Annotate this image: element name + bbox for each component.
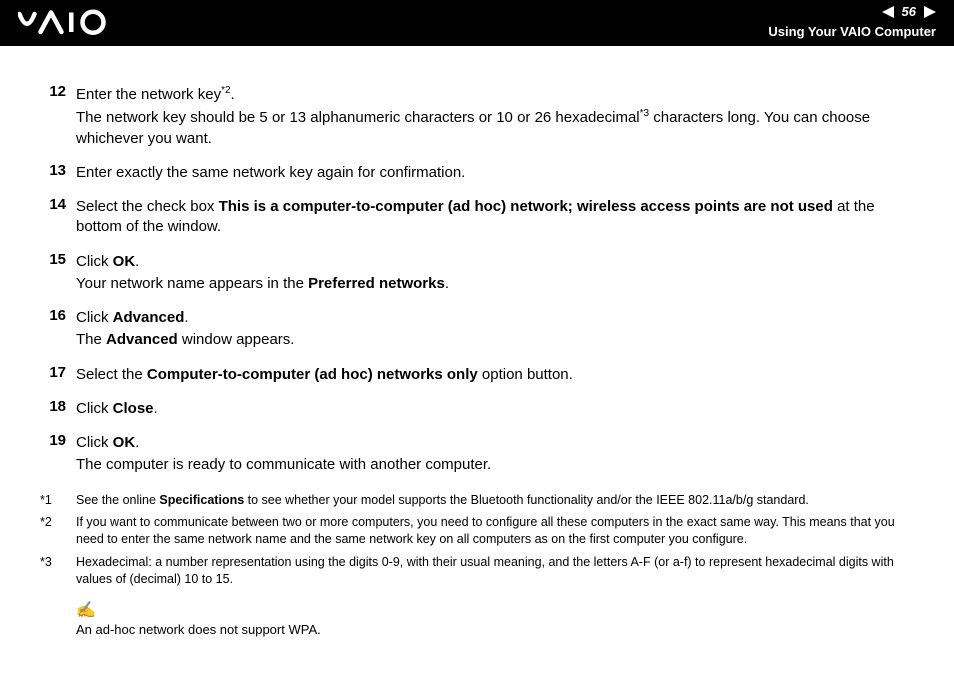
step-item: 12Enter the network key*2.The network ke…	[40, 82, 914, 151]
step-line: The Advanced window appears.	[76, 330, 914, 350]
step-body: Click Close.	[76, 397, 914, 421]
footnote-body: If you want to communicate between two o…	[76, 514, 914, 548]
footnote-item: *1See the online Specifications to see w…	[40, 492, 914, 509]
step-number: 17	[40, 363, 76, 387]
step-item: 14Select the check box This is a compute…	[40, 195, 914, 240]
step-line: Click OK.	[76, 252, 914, 272]
step-item: 17Select the Computer-to-computer (ad ho…	[40, 363, 914, 387]
note-text: An ad-hoc network does not support WPA.	[76, 622, 914, 637]
step-line: Click Advanced.	[76, 308, 914, 328]
bold-text: Preferred networks	[308, 275, 445, 292]
bold-text: OK	[113, 253, 136, 270]
step-body: Click OK.Your network name appears in th…	[76, 250, 914, 297]
step-body: Enter exactly the same network key again…	[76, 161, 914, 185]
page-number: 56	[902, 4, 916, 19]
step-number: 19	[40, 431, 76, 478]
footnote-mark: *1	[40, 492, 76, 509]
section-title: Using Your VAIO Computer	[768, 24, 936, 39]
next-page-icon[interactable]	[922, 6, 936, 18]
bold-text: Specifications	[159, 493, 244, 507]
step-line: Select the Computer-to-computer (ad hoc)…	[76, 365, 914, 385]
step-line: Your network name appears in the Preferr…	[76, 274, 914, 294]
footnote-ref: *2	[221, 85, 230, 96]
steps-list: 12Enter the network key*2.The network ke…	[40, 82, 914, 478]
footnote-mark: *3	[40, 554, 76, 588]
step-line: Click Close.	[76, 399, 914, 419]
page-header: 56 Using Your VAIO Computer	[0, 0, 954, 46]
footnote-ref: *3	[640, 108, 649, 119]
step-number: 15	[40, 250, 76, 297]
bold-text: OK	[113, 434, 136, 451]
step-body: Select the Computer-to-computer (ad hoc)…	[76, 363, 914, 387]
step-line: The network key should be 5 or 13 alphan…	[76, 107, 914, 149]
note-block: ✍ An ad-hoc network does not support WPA…	[76, 600, 914, 637]
footnote-item: *3Hexadecimal: a number representation u…	[40, 554, 914, 588]
footnote-item: *2If you want to communicate between two…	[40, 514, 914, 548]
step-body: Select the check box This is a computer-…	[76, 195, 914, 240]
step-item: 16Click Advanced.The Advanced window app…	[40, 306, 914, 353]
page-navigator: 56	[882, 4, 936, 19]
step-number: 18	[40, 397, 76, 421]
step-body: Click OK.The computer is ready to commun…	[76, 431, 914, 478]
step-number: 13	[40, 161, 76, 185]
prev-page-icon[interactable]	[882, 6, 896, 18]
step-number: 12	[40, 82, 76, 151]
footnote-mark: *2	[40, 514, 76, 548]
footnotes: *1See the online Specifications to see w…	[40, 492, 914, 588]
vaio-logo-icon	[18, 8, 138, 38]
step-line: Select the check box This is a computer-…	[76, 197, 914, 238]
step-number: 14	[40, 195, 76, 240]
step-item: 18Click Close.	[40, 397, 914, 421]
step-line: Enter exactly the same network key again…	[76, 163, 914, 183]
step-body: Click Advanced.The Advanced window appea…	[76, 306, 914, 353]
bold-text: Advanced	[113, 309, 185, 326]
step-line: Enter the network key*2.	[76, 84, 914, 105]
note-icon: ✍	[76, 600, 914, 620]
footnote-body: See the online Specifications to see whe…	[76, 492, 914, 509]
bold-text: Advanced	[106, 331, 178, 348]
bold-text: Computer-to-computer (ad hoc) networks o…	[147, 366, 478, 383]
step-item: 19Click OK.The computer is ready to comm…	[40, 431, 914, 478]
bold-text: Close	[113, 400, 154, 417]
footnote-body: Hexadecimal: a number representation usi…	[76, 554, 914, 588]
bold-text: This is a computer-to-computer (ad hoc) …	[219, 198, 833, 215]
step-item: 15Click OK.Your network name appears in …	[40, 250, 914, 297]
step-body: Enter the network key*2.The network key …	[76, 82, 914, 151]
step-item: 13Enter exactly the same network key aga…	[40, 161, 914, 185]
page-content: 12Enter the network key*2.The network ke…	[0, 46, 954, 637]
step-line: The computer is ready to communicate wit…	[76, 455, 914, 475]
step-line: Click OK.	[76, 433, 914, 453]
step-number: 16	[40, 306, 76, 353]
